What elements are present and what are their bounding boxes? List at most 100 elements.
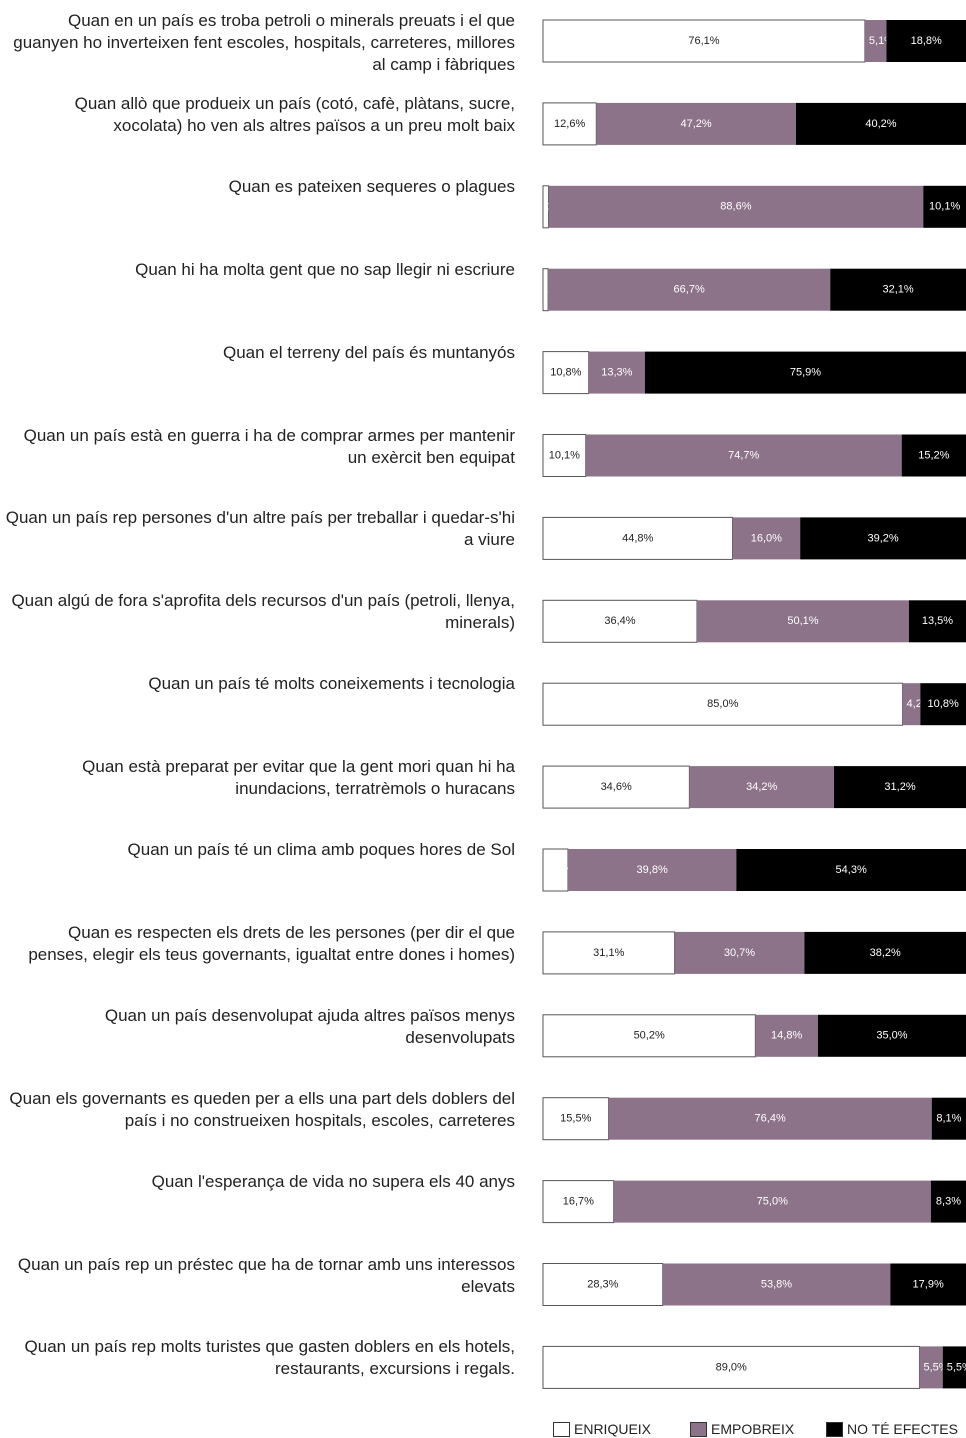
legend-swatch xyxy=(826,1422,843,1437)
bar-segment xyxy=(542,19,866,63)
bar-segment xyxy=(920,683,966,726)
bar-segment xyxy=(542,102,597,146)
value-label: 89,0% xyxy=(716,1361,747,1373)
category-label: Quan un país desenvolupat ajuda altres p… xyxy=(104,1005,515,1047)
value-label: 10,1% xyxy=(929,201,960,213)
value-label: 15,5% xyxy=(560,1113,591,1125)
bar-segment xyxy=(902,683,921,726)
value-label: 16,7% xyxy=(563,1196,594,1208)
legend-item: ENRIQUEIX xyxy=(553,1420,651,1438)
value-label: 53,8% xyxy=(761,1278,792,1290)
bar-segment xyxy=(696,600,909,643)
bar-segment xyxy=(542,1097,610,1141)
bar-segment xyxy=(608,1097,932,1140)
bar-segment xyxy=(588,351,645,394)
value-label: 39,8% xyxy=(637,864,668,876)
value-label: 28,3% xyxy=(587,1278,618,1290)
bar-segment xyxy=(596,102,796,145)
value-label: 54,3% xyxy=(836,864,867,876)
value-label: 14,8% xyxy=(771,1030,802,1042)
bar-segment xyxy=(886,20,966,62)
category-label: Quan un país té un clima amb poques hore… xyxy=(127,840,515,859)
value-label: 10,1% xyxy=(549,449,580,461)
bar-segment xyxy=(542,516,734,560)
category-label: Quan en un país es troba petroli o miner… xyxy=(13,11,515,74)
value-label: 31,1% xyxy=(593,947,624,959)
category-label: Quan es respecten els drets de les perso… xyxy=(28,922,515,964)
value-label: 44,8% xyxy=(622,532,653,544)
bar-segment xyxy=(804,931,966,974)
category-label: Quan un país rep persones d'un altre paí… xyxy=(5,508,515,550)
value-label: 85,0% xyxy=(707,698,738,710)
value-label: 34,2% xyxy=(746,781,777,793)
category-label: Quan està preparat per evitar que la gen… xyxy=(82,757,515,799)
legend-swatch xyxy=(690,1422,707,1437)
category-label: Quan allò que produeix un país (cotó, ca… xyxy=(74,93,515,135)
legend-label: EMPOBREIX xyxy=(711,1421,795,1437)
legend-item: NO TÉ EFECTES xyxy=(826,1420,958,1438)
value-label: 10,8% xyxy=(928,698,959,710)
category-label: Quan l'esperança de vida no supera els 4… xyxy=(151,1171,515,1191)
legend-label: NO TÉ EFECTES xyxy=(847,1421,958,1437)
bar-segment xyxy=(755,1014,818,1057)
category-label: Quan un país rep un préstec que ha de to… xyxy=(17,1254,515,1296)
value-label: 12,6% xyxy=(554,118,585,130)
category-label: Quan el terreny del país és muntanyós xyxy=(223,342,515,362)
value-label: 34,6% xyxy=(601,781,632,793)
category-label: Quan els governants es queden per a ells… xyxy=(9,1088,515,1130)
bar-segment xyxy=(567,849,737,891)
value-label: 76,1% xyxy=(688,35,719,47)
bar-segment xyxy=(542,351,590,395)
category-label: Quan un país està en guerra i ha de comp… xyxy=(23,425,515,467)
bar-segment xyxy=(942,1346,966,1389)
bar-segment xyxy=(908,600,966,643)
value-label: 15,2% xyxy=(918,449,949,461)
bar-segment xyxy=(542,599,698,643)
value-label: 8,1% xyxy=(936,1113,961,1125)
bar-segment xyxy=(585,434,902,477)
value-label: 18,8% xyxy=(911,35,942,47)
value-label: 5,5% xyxy=(923,1361,948,1373)
value-label: 88,6% xyxy=(720,201,751,213)
bar-segment xyxy=(542,1263,664,1306)
legend-label: ENRIQUEIX xyxy=(574,1421,652,1437)
value-label: 16,0% xyxy=(751,532,782,544)
bar-segment xyxy=(930,1180,966,1223)
value-label: 50,1% xyxy=(787,615,818,627)
bar-segment xyxy=(548,268,831,311)
value-label: 76,4% xyxy=(755,1113,786,1125)
value-label: 36,4% xyxy=(604,615,635,627)
bar-segment xyxy=(542,931,676,975)
bar-segment xyxy=(795,102,966,145)
bar-segment xyxy=(542,848,569,892)
value-label: 47,2% xyxy=(681,118,712,130)
bar-segment xyxy=(542,765,690,809)
value-label: 32,1% xyxy=(883,284,914,296)
bar-segment xyxy=(830,268,966,311)
category-label: Quan algú de fora s'aprofita dels recurs… xyxy=(11,591,515,633)
legend-swatch xyxy=(553,1422,570,1437)
bar-segment xyxy=(736,849,966,891)
bar-segment xyxy=(644,351,966,394)
bar-segment xyxy=(732,517,801,560)
bar-segment xyxy=(901,434,966,477)
value-label: 75,9% xyxy=(790,367,821,379)
value-label: 38,2% xyxy=(870,947,901,959)
bar-segment xyxy=(662,1263,891,1306)
category-label: Quan hi ha molta gent que no sap llegir … xyxy=(135,259,515,279)
value-label: 5,9% xyxy=(547,864,572,876)
bar-segment xyxy=(931,1097,966,1140)
bar-segment xyxy=(674,931,805,974)
value-label: 17,9% xyxy=(913,1278,944,1290)
value-label: 75,0% xyxy=(757,1196,788,1208)
bar-segment xyxy=(548,185,924,228)
bar-segment xyxy=(923,185,966,228)
bar-segment xyxy=(834,766,966,809)
bar-segment xyxy=(864,20,887,62)
value-label: 66,7% xyxy=(674,284,705,296)
bar-segment xyxy=(689,766,835,809)
bar-segment xyxy=(919,1346,943,1389)
value-label: 5,5% xyxy=(947,1361,966,1373)
